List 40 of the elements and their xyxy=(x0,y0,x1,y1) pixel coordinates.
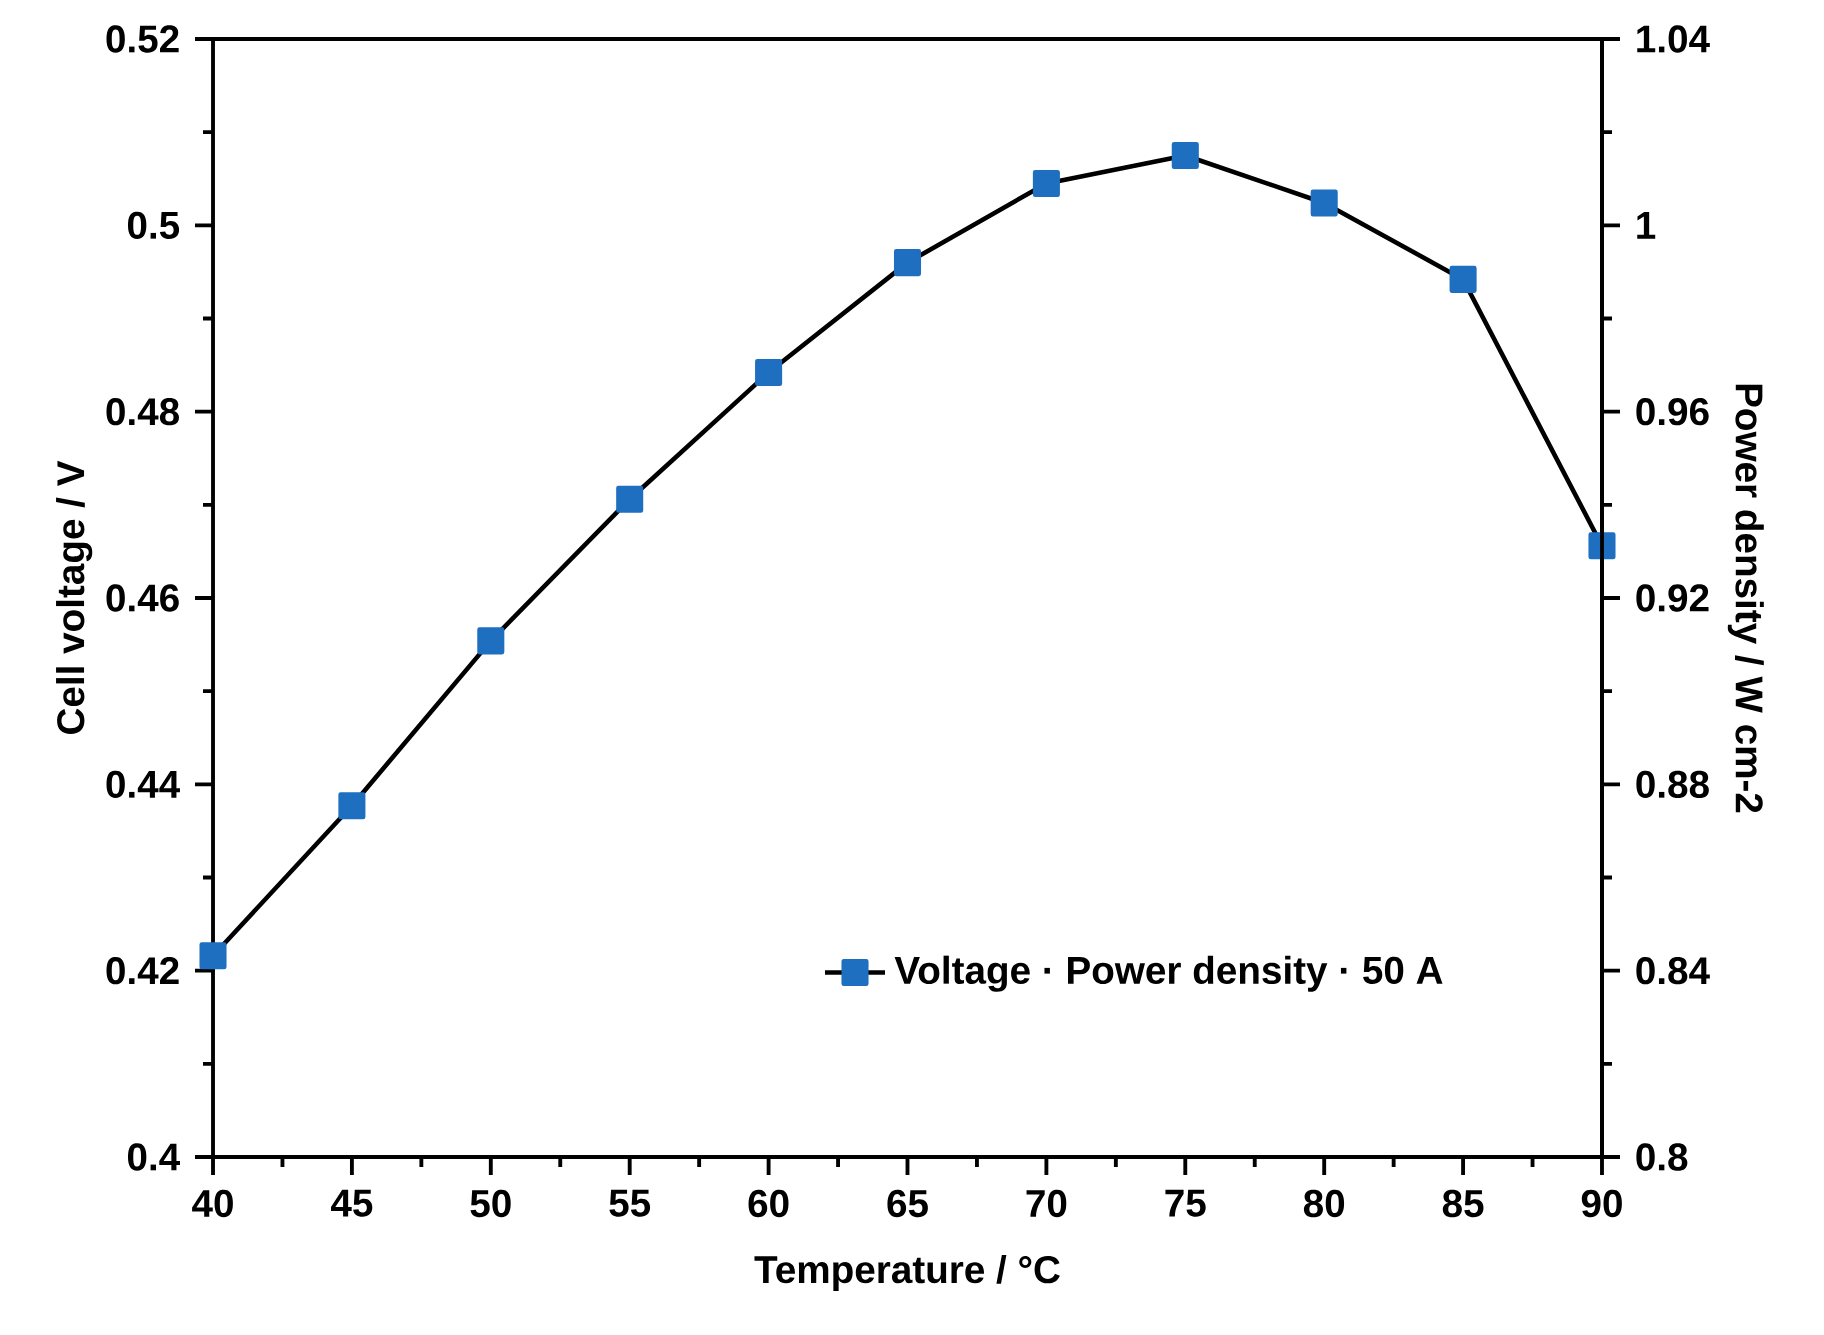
point xyxy=(199,942,227,970)
x-tick-label: 75 xyxy=(1165,1189,1206,1217)
x-tick-label: 90 xyxy=(1581,1189,1622,1218)
x-tick-label: 60 xyxy=(748,1189,789,1218)
x-tick-label: 65 xyxy=(887,1189,928,1218)
y-tick-label: 0.4 xyxy=(127,1143,180,1171)
y-tick-label: 0.5 xyxy=(127,211,180,240)
x-tick-label: 40 xyxy=(192,1189,233,1218)
y2-tick-label: 0.84 xyxy=(1636,957,1710,985)
x-tick-label: 45 xyxy=(331,1189,373,1217)
y2-tick-label: 1.04 xyxy=(1637,25,1710,53)
point xyxy=(893,249,922,277)
x-axis-title: Temperature / °C xyxy=(754,1254,1060,1291)
point xyxy=(1310,189,1338,217)
y2-axis-title: Power density / W cm-2 xyxy=(1727,384,1764,813)
point xyxy=(616,485,644,513)
point xyxy=(338,792,366,820)
y2-tick-label: 0.8 xyxy=(1636,1143,1688,1171)
x-tick-label: 55 xyxy=(609,1189,651,1217)
point xyxy=(477,627,505,655)
y-tick-label: 0.46 xyxy=(106,584,179,612)
point xyxy=(1171,141,1199,169)
y-axis-title: Cell voltage / V xyxy=(56,460,93,734)
y-tick-label: 0.48 xyxy=(106,398,179,426)
point xyxy=(1032,169,1060,197)
y-tick-label: 0.42 xyxy=(106,957,179,985)
y2-tick-label: 1 xyxy=(1637,212,1656,239)
point xyxy=(1588,532,1616,560)
y2-tick-label: 0.88 xyxy=(1636,770,1709,799)
x-tick-label: 85 xyxy=(1442,1189,1484,1218)
point xyxy=(1449,265,1477,293)
x-tick-label: 70 xyxy=(1026,1189,1067,1218)
point xyxy=(755,359,783,387)
x-tick-label: 80 xyxy=(1303,1189,1345,1218)
y2-tick-label: 0.92 xyxy=(1636,584,1709,612)
y-tick-label: 0.44 xyxy=(106,770,180,799)
legend-label: Voltage · Power density · 50 A xyxy=(894,955,1443,992)
y-tick-label: 0.52 xyxy=(106,25,179,53)
x-tick-label: 50 xyxy=(470,1189,511,1218)
y2-tick-label: 0.96 xyxy=(1636,398,1709,426)
